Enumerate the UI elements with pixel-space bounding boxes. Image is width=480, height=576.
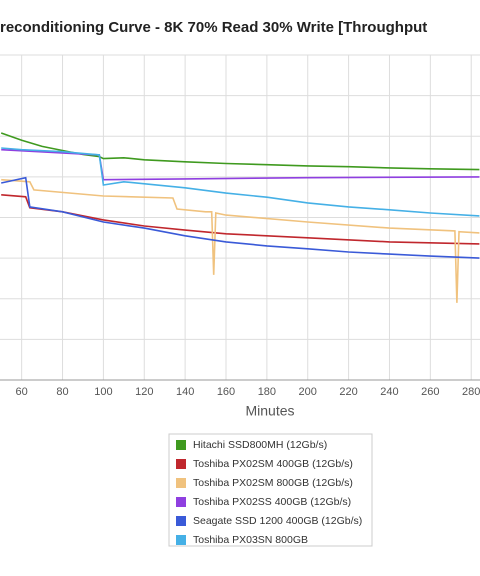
x-tick-label: 180 xyxy=(258,386,276,398)
chart-title: reconditioning Curve - 8K 70% Read 30% W… xyxy=(0,19,427,36)
x-tick-label: 260 xyxy=(421,386,439,398)
legend-swatch xyxy=(176,440,186,450)
line xyxy=(1,147,480,217)
x-tick-label: 280 xyxy=(462,386,480,398)
x-tick-label: 80 xyxy=(56,386,68,398)
x-tick-label: 140 xyxy=(176,386,194,398)
x-tick-label: 100 xyxy=(94,386,112,398)
legend-label: Toshiba PX02SS 400GB (12Gb/s) xyxy=(193,496,351,508)
legend-swatch xyxy=(176,478,186,488)
legend-label: Seagate SSD 1200 400GB (12Gb/s) xyxy=(193,515,362,527)
legend-swatch xyxy=(176,459,186,469)
line xyxy=(1,176,480,259)
legend-swatch xyxy=(176,535,186,545)
x-tick-label: 240 xyxy=(380,386,398,398)
legend-label: Hitachi SSD800MH (12Gb/s) xyxy=(193,439,327,451)
x-tick-label: 200 xyxy=(299,386,317,398)
line xyxy=(1,178,480,303)
legend-label: Toshiba PX02SM 800GB (12Gb/s) xyxy=(193,477,353,489)
x-tick-label: 160 xyxy=(217,386,235,398)
legend-label: Toshiba PX03SN 800GB xyxy=(193,534,308,546)
line xyxy=(0,132,480,171)
x-tick-label: 120 xyxy=(135,386,153,398)
line xyxy=(1,194,480,245)
legend-label: Toshiba PX02SM 400GB (12Gb/s) xyxy=(193,458,353,470)
x-axis-label: Minutes xyxy=(245,403,294,419)
legend xyxy=(168,433,373,547)
x-tick-label: 220 xyxy=(339,386,357,398)
x-tick-label: 60 xyxy=(16,386,28,398)
legend-swatch xyxy=(176,497,186,507)
legend-swatch xyxy=(176,516,186,526)
